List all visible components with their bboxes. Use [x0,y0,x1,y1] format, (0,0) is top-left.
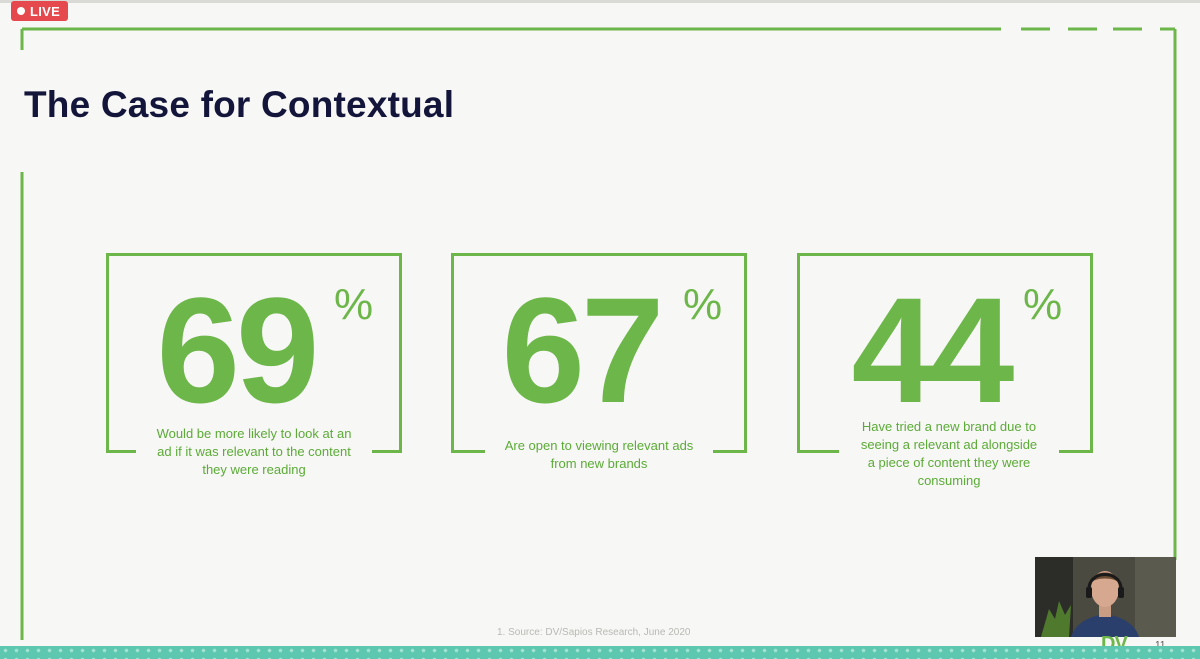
stat-2-value: 67 [501,266,665,434]
stat-3-value: 44 [851,266,1015,434]
presenter-webcam[interactable] [1035,557,1176,637]
stat-1-caption-line: Would be more likely to look at an [156,426,352,441]
stat-3-percent: % [1023,280,1063,329]
stat-3-caption-line: seeing a relevant ad alongside [860,437,1038,452]
source-note: 1. Source: DV/Sapios Research, June 2020 [497,627,691,638]
slide-page-number: 11 [1155,640,1165,651]
stat-1-value: 69 [156,266,320,434]
stat-2-caption-line: Are open to viewing relevant ads [504,438,694,453]
presenter-webcam-icon [1035,557,1176,637]
stat-3-caption-line: consuming [917,473,981,488]
stat-2-caption: Are open to viewing relevant ads from ne… [485,437,713,473]
stat-3-caption-line: a piece of content they were [867,455,1031,470]
stat-card-3: 44 % Have tried a new brand due to seein… [797,253,1093,490]
slide-title: The Case for Contextual [24,84,455,125]
window-top-rule [0,0,1200,3]
stat-3-caption: Have tried a new brand due to seeing a r… [839,418,1059,490]
stat-1-caption-line: they were reading [202,462,306,477]
live-badge: LIVE [11,1,69,21]
stat-2-caption-line: from new brands [550,456,648,471]
stat-card-1: 69 % Would be more likely to look at an … [106,253,402,479]
bottom-pattern-bar [0,646,1200,659]
stat-3-caption-line: Have tried a new brand due to [861,419,1037,434]
live-dot-icon [17,7,25,15]
live-label: LIVE [30,3,61,19]
stat-1-caption-line: ad if it was relevant to the content [157,444,351,459]
stat-1-percent: % [334,280,374,329]
stat-card-2: 67 % Are open to viewing relevant ads fr… [451,253,747,473]
stat-1-caption: Would be more likely to look at an ad if… [136,425,372,479]
stat-2-percent: % [683,280,723,329]
